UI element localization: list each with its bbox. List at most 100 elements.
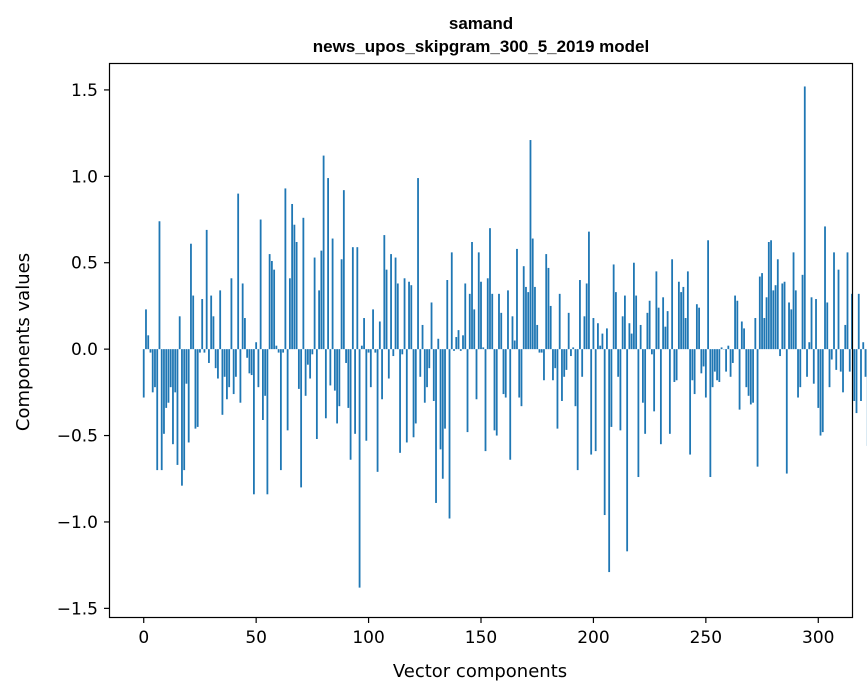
bar-2 [147,335,150,350]
bar-101 [369,349,372,388]
bar-142 [462,335,464,350]
bar-55 [266,349,269,495]
bar-252 [709,349,712,478]
bar-199 [590,349,593,455]
bar-90 [345,349,347,363]
x-tick-label: 100 [352,628,384,648]
y-tick-label: 0.5 [71,254,98,274]
bar-112 [394,257,397,350]
bar-117 [405,349,408,443]
plot-frame [108,62,854,619]
bar-13 [172,349,174,445]
bar-206 [606,328,608,350]
bar-31 [212,316,215,350]
bar-107 [383,235,386,350]
bar-278 [767,242,770,350]
bar-172 [529,140,532,350]
bar-220 [637,349,640,478]
bar-35 [221,349,224,415]
y-tick-label: −0.5 [57,427,98,447]
bar-26 [201,299,204,350]
bar-134 [444,349,446,429]
bar-12 [169,349,172,388]
bar-240 [682,286,685,350]
bar-164 [511,316,514,350]
bar-303 [824,226,826,350]
bar-230 [659,349,662,445]
bar-275 [761,273,763,350]
bar-87 [338,349,341,407]
bar-141 [459,349,462,351]
bar-197 [585,283,588,350]
bar-145 [468,293,471,350]
bar-15 [176,349,179,465]
bar-44 [241,283,244,350]
bar-302 [821,349,824,433]
bar-158 [498,293,500,350]
bar-106 [381,349,383,400]
bar-279 [770,240,772,350]
bar-194 [579,280,581,350]
bar-211 [617,349,620,377]
bar-226 [650,349,653,355]
bar-210 [615,292,617,350]
bar-61 [279,349,282,471]
bar-250 [704,349,707,398]
bar-191 [572,347,575,350]
bar-45 [244,318,246,350]
bar-237 [675,349,678,381]
bar-137 [450,252,453,350]
bar-198 [588,231,590,350]
x-tick-label: 250 [690,628,722,648]
bar-298 [812,349,815,384]
x-tick-label: 50 [245,628,267,648]
bar-228 [655,271,658,350]
bar-1 [145,309,147,350]
bar-59 [275,345,278,350]
bar-179 [545,254,548,350]
bar-155 [491,293,494,350]
y-axis-label: Components values [13,253,34,431]
bar-182 [552,349,554,381]
bar-66 [291,203,294,350]
bar-266 [740,321,743,350]
bar-192 [574,349,577,407]
bar-241 [684,318,687,350]
bar-288 [790,309,793,350]
bar-69 [297,349,300,389]
bar-309 [837,269,840,350]
x-tick-label: 300 [802,628,834,648]
bar-95 [356,247,359,350]
bar-151 [482,347,485,350]
bar-124 [421,324,424,350]
bar-265 [738,349,741,410]
bar-264 [736,300,739,350]
bar-196 [583,316,586,350]
bar-99 [365,349,368,441]
bar-37 [226,349,228,400]
bar-40 [232,349,235,395]
bar-152 [484,349,487,452]
bar-232 [664,326,667,350]
bar-21 [190,243,192,350]
bar-113 [396,283,399,350]
bar-244 [691,349,694,381]
bar-38 [228,349,231,388]
bar-93 [351,247,354,350]
bar-139 [455,337,458,350]
bar-91 [347,349,350,408]
bar-215 [626,349,629,552]
bar-291 [797,349,799,398]
bar-287 [788,302,790,350]
bar-175 [536,324,539,350]
bar-256 [718,349,721,382]
bar-204 [601,333,604,350]
bar-73 [306,349,309,365]
bar-313 [846,252,849,350]
bar-3 [149,349,152,353]
bar-234 [668,349,671,434]
bar-148 [475,349,478,400]
bar-225 [648,300,651,350]
bar-84 [331,238,334,350]
bar-9 [163,349,165,434]
